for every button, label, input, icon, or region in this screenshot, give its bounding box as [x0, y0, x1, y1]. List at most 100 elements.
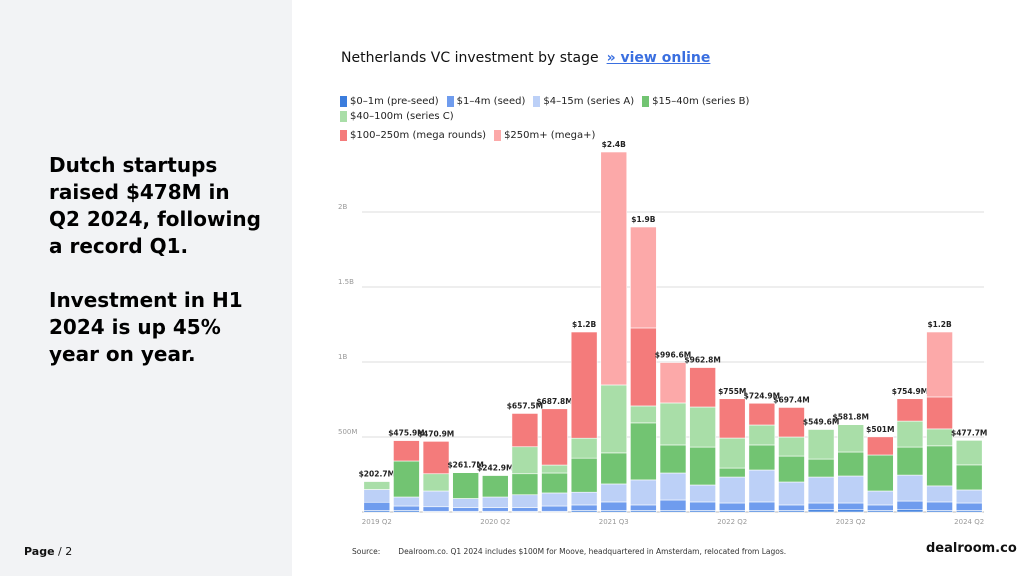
bar-segment	[718, 476, 746, 504]
legend-item: $0–1m (pre-seed)	[340, 96, 439, 107]
bar-segment	[511, 507, 539, 512]
bar-segment	[896, 474, 924, 502]
total-label: $549.6M	[803, 418, 839, 427]
total-label: $1.2B	[572, 320, 597, 329]
bar-segment	[837, 502, 865, 511]
bar-segment	[630, 327, 657, 407]
bar-segment	[926, 485, 953, 503]
bar-segment	[807, 502, 835, 511]
bar-segment	[955, 502, 983, 511]
total-label: $687.8M	[536, 397, 572, 406]
legend-item: $250m+ (mega+)	[494, 130, 595, 141]
bar-segment	[867, 454, 894, 492]
headline: Dutch startups raised $478M in Q2 2024, …	[49, 152, 264, 395]
total-label: $697.4M	[773, 395, 809, 404]
bar-segment	[541, 408, 568, 466]
bar-segment	[630, 479, 657, 506]
bar-segment	[955, 464, 983, 491]
bar-segment	[511, 413, 539, 448]
bar-segment	[926, 396, 953, 430]
bar-segment	[867, 490, 894, 506]
headline-line: Dutch startups raised $478M in Q2 2024, …	[49, 153, 261, 258]
x-tick-label: 2023 Q2	[836, 518, 866, 526]
bar-segment	[718, 467, 746, 478]
bar-segment	[807, 429, 835, 460]
bar-segment	[422, 473, 450, 492]
bar-segment	[926, 428, 953, 447]
bar-segment	[452, 498, 479, 508]
bar-segment	[718, 437, 746, 469]
bar-segment	[748, 501, 776, 511]
legend-swatch	[533, 96, 541, 107]
bar-segment	[748, 444, 776, 471]
total-label: $755M	[718, 387, 746, 396]
bar-segment	[837, 451, 865, 477]
bar-segment	[896, 446, 924, 476]
source: Source: Dealroom.co. Q1 2024 includes $10…	[352, 547, 786, 556]
legend-item: $4–15m (series A)	[533, 96, 634, 107]
bar-segment	[511, 473, 539, 496]
bar-segment	[778, 455, 805, 483]
bar-segment	[659, 402, 687, 446]
bar-segment	[600, 384, 628, 454]
bar-segment	[748, 424, 776, 446]
legend-label: $40–100m (series C)	[350, 111, 454, 122]
bar-segment	[511, 446, 539, 475]
total-label: $242.9M	[477, 464, 513, 473]
bar-segment	[541, 505, 568, 512]
y-tick-label: 1B	[338, 353, 347, 361]
bar-segment	[867, 504, 894, 511]
bar-segment	[541, 464, 568, 474]
legend-label: $0–1m (pre-seed)	[350, 96, 439, 107]
view-online-link[interactable]: » view online	[606, 50, 711, 66]
total-label: $477.7M	[951, 428, 987, 437]
bar-segment	[570, 437, 598, 459]
bar-segment	[689, 501, 716, 511]
bar-segment	[600, 483, 628, 503]
total-label: $2.4B	[602, 140, 627, 149]
bar-segment	[393, 440, 420, 462]
bar-segment	[778, 504, 805, 511]
y-tick-label: 1.5B	[338, 278, 354, 286]
bar-segment	[481, 496, 509, 508]
bar-segment	[570, 491, 598, 506]
bar-segment	[570, 504, 598, 511]
total-label: $754.9M	[892, 387, 928, 396]
bar-segment	[955, 440, 983, 466]
x-tick-label: 2024 Q2	[954, 518, 984, 526]
bar-segment	[630, 422, 657, 481]
bar-segment	[600, 501, 628, 511]
bar-segment	[541, 492, 568, 507]
headline-line: Investment in H1 2024 is up 45% year on …	[49, 288, 243, 366]
bar-segment	[689, 446, 716, 486]
y-tick-label: 2B	[338, 203, 347, 211]
bar-segment	[807, 458, 835, 478]
logo: dealroom.co	[926, 541, 1017, 556]
total-label: $1.9B	[631, 215, 656, 224]
bar-segment	[570, 331, 598, 439]
legend-swatch	[340, 130, 347, 141]
page-label: Page	[24, 545, 55, 558]
x-tick-label: 2019 Q2	[362, 518, 392, 526]
total-label: $581.8M	[833, 413, 869, 422]
bar-segment	[896, 398, 924, 422]
bar-segment	[452, 472, 479, 499]
total-label: $724.9M	[744, 391, 780, 400]
bar-segment	[778, 407, 805, 438]
bar-segment	[393, 460, 420, 498]
page-number: Page / 2	[24, 545, 72, 558]
bar-segment	[718, 398, 746, 439]
legend-item: $15–40m (series B)	[642, 96, 749, 107]
bar-segment	[363, 481, 391, 490]
bar-segment	[689, 406, 716, 448]
legend-item: $100–250m (mega rounds)	[340, 130, 486, 141]
bar-segment	[570, 457, 598, 493]
legend-item: $40–100m (series C)	[340, 111, 454, 122]
bar-segment	[422, 490, 450, 508]
bar-segment	[837, 424, 865, 453]
legend-swatch	[340, 111, 347, 122]
bar-segment	[837, 475, 865, 504]
bar-segment	[807, 509, 835, 513]
bar-segment	[659, 472, 687, 501]
